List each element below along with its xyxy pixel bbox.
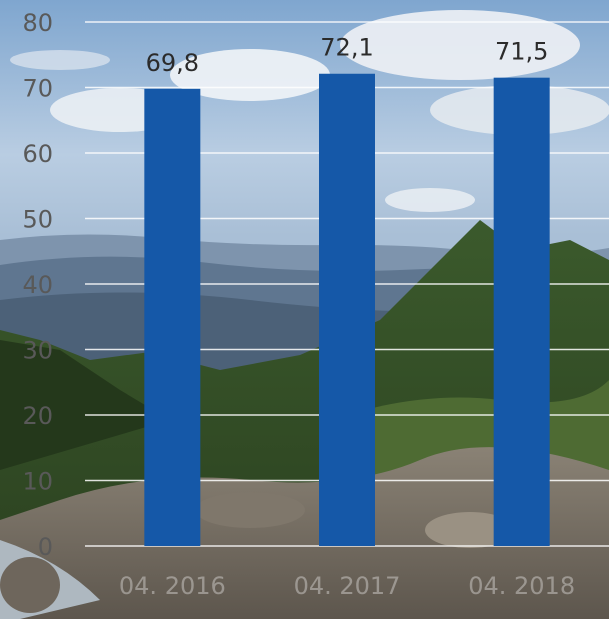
y-tick-label: 40 bbox=[22, 271, 53, 299]
y-axis-tick-labels: 0 10 20 30 40 50 60 70 80 bbox=[22, 9, 53, 561]
y-tick-label: 60 bbox=[22, 140, 53, 168]
data-labels: 69,8 72,1 71,5 bbox=[146, 34, 549, 77]
x-axis-tick-labels: 04. 2016 04. 2017 04. 2018 bbox=[119, 572, 575, 600]
x-tick-label: 04. 2016 bbox=[119, 572, 226, 600]
bar bbox=[144, 88, 201, 546]
y-tick-label: 70 bbox=[22, 75, 53, 103]
y-tick-label: 10 bbox=[22, 468, 53, 496]
data-label: 69,8 bbox=[146, 49, 199, 77]
y-tick-label: 50 bbox=[22, 206, 53, 234]
data-label: 72,1 bbox=[320, 34, 373, 62]
y-tick-label: 30 bbox=[22, 337, 53, 365]
bar bbox=[319, 73, 375, 547]
y-tick-label: 80 bbox=[22, 9, 53, 37]
data-label: 71,5 bbox=[495, 38, 548, 66]
bar bbox=[493, 77, 550, 547]
x-tick-label: 04. 2018 bbox=[468, 572, 575, 600]
y-tick-label: 0 bbox=[38, 533, 53, 561]
y-tick-label: 20 bbox=[22, 402, 53, 430]
bars bbox=[144, 73, 550, 547]
x-tick-label: 04. 2017 bbox=[294, 572, 401, 600]
